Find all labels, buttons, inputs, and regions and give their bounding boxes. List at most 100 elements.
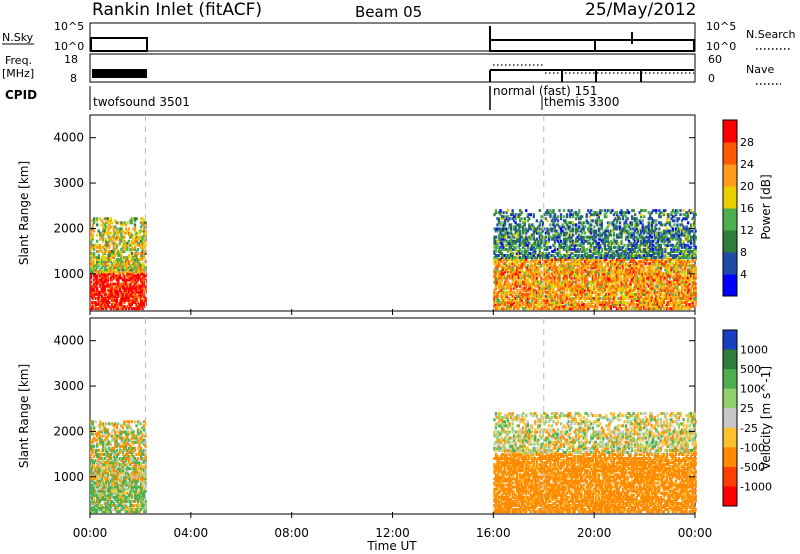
- heatmap-cell: [664, 290, 667, 294]
- heatmap-cell: [653, 290, 656, 294]
- heatmap-cell: [559, 241, 563, 245]
- heatmap-cell: [659, 262, 663, 266]
- heatmap-cell: [665, 229, 669, 233]
- heatmap-cell: [581, 294, 584, 298]
- heatmap-cell: [497, 307, 501, 311]
- heatmap-cell: [520, 298, 523, 302]
- heatmap-cell: [578, 278, 581, 282]
- heatmap-cell: [596, 284, 599, 288]
- heatmap-cell: [546, 241, 549, 245]
- heatmap-cell: [91, 225, 94, 229]
- heatmap-cell: [617, 258, 620, 262]
- heatmap-cell: [567, 235, 570, 239]
- heatmap-cell: [646, 276, 649, 280]
- heatmap-cell: [614, 270, 617, 274]
- heatmap-cell: [547, 282, 551, 286]
- heatmap-cell: [691, 280, 694, 284]
- heatmap-cell: [499, 260, 502, 264]
- heatmap-cell: [509, 231, 513, 235]
- heatmap-cell: [546, 247, 549, 251]
- heatmap-cell: [105, 258, 108, 262]
- heatmap-cell: [561, 272, 564, 276]
- heatmap-cell: [650, 294, 653, 298]
- heatmap-cell: [514, 270, 517, 274]
- heatmap-cell: [528, 256, 531, 260]
- heatmap-cell: [665, 237, 669, 241]
- heatmap-cell: [525, 251, 528, 255]
- heatmap-cell: [571, 286, 575, 290]
- heatmap-cell: [597, 274, 600, 278]
- heatmap-cell: [543, 256, 546, 260]
- heatmap-cell: [637, 290, 640, 294]
- heatmap-cell: [649, 215, 652, 219]
- heatmap-cell: [103, 288, 106, 292]
- heatmap-cell: [593, 237, 596, 241]
- heatmap-cell: [105, 260, 108, 264]
- heatmap-cell: [581, 272, 584, 276]
- heatmap-cell: [626, 292, 629, 296]
- heatmap-cell: [588, 215, 591, 219]
- heatmap-cell: [142, 282, 146, 286]
- heatmap-cell: [576, 254, 579, 258]
- heatmap-cell: [106, 284, 109, 288]
- heatmap-cell: [570, 307, 573, 311]
- heatmap-cell: [129, 303, 132, 307]
- heatmap-cell: [565, 276, 569, 280]
- heatmap-cell: [541, 300, 545, 304]
- heatmap-cell: [677, 290, 681, 294]
- heatmap-cell: [685, 296, 688, 300]
- heatmap-cell: [661, 286, 664, 290]
- heatmap-cell: [105, 225, 108, 229]
- heatmap-cell: [656, 247, 659, 251]
- heatmap-cell: [534, 272, 537, 276]
- heatmap-cell: [118, 249, 122, 253]
- heatmap-cell: [688, 256, 691, 260]
- heatmap-cell: [632, 294, 635, 298]
- heatmap-cell: [541, 284, 545, 288]
- heatmap-cell: [115, 233, 119, 237]
- heatmap-cell: [599, 300, 602, 304]
- heatmap-cell: [596, 300, 599, 304]
- heatmap-cell: [529, 243, 532, 247]
- heatmap-cell: [568, 300, 572, 304]
- heatmap-cell: [494, 282, 498, 286]
- heatmap-cell: [683, 249, 687, 253]
- heatmap-cell: [627, 272, 631, 276]
- heatmap-cell: [682, 262, 685, 266]
- heatmap-cell: [591, 280, 594, 284]
- heatmap-cell: [493, 270, 496, 274]
- heatmap-cell: [123, 286, 126, 290]
- heatmap-cell: [547, 264, 551, 268]
- heatmap-cell: [667, 221, 670, 225]
- heatmap-cell: [621, 245, 625, 249]
- heatmap-cell: [91, 292, 94, 296]
- heatmap-cell: [528, 307, 531, 311]
- heatmap-cell: [623, 303, 626, 307]
- heatmap-cell: [614, 272, 617, 276]
- heatmap-cell: [627, 247, 631, 251]
- heatmap-cell: [534, 247, 537, 251]
- heatmap-cell: [664, 251, 667, 255]
- heatmap-cell: [570, 221, 573, 225]
- heatmap-cell: [565, 296, 569, 300]
- heatmap-cell: [133, 286, 137, 290]
- heatmap-cell: [552, 223, 555, 227]
- heatmap-cell: [503, 219, 507, 223]
- heatmap-cell: [582, 254, 585, 258]
- heatmap-cell: [638, 286, 641, 290]
- heatmap-cell: [135, 268, 138, 272]
- heatmap-cell: [121, 266, 125, 270]
- heatmap-cell: [117, 284, 120, 288]
- heatmap-cell: [528, 268, 531, 272]
- heatmap-cell: [499, 290, 502, 294]
- heatmap-cell: [102, 276, 105, 280]
- heatmap-cell: [505, 258, 508, 262]
- heatmap-cell: [656, 296, 659, 300]
- heatmap-cell: [576, 305, 579, 309]
- heatmap-cell: [609, 241, 613, 245]
- heatmap-cell: [585, 251, 588, 255]
- heatmap-cell: [688, 211, 691, 215]
- heatmap-cell: [579, 296, 582, 300]
- heatmap-cell: [529, 305, 532, 309]
- heatmap-cell: [562, 237, 566, 241]
